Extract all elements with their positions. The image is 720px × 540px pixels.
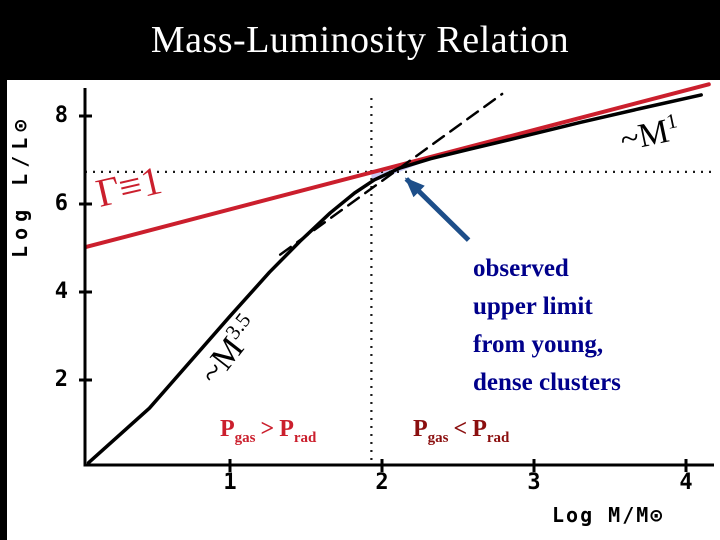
x-tick-label: 4 <box>679 470 693 495</box>
pgas-less-prad-label: Pgas < Prad <box>413 416 510 446</box>
x-tick-label: 1 <box>223 470 237 495</box>
x-tick-label: 2 <box>375 470 389 495</box>
left-edge-bar <box>0 80 7 540</box>
slide-header: Mass-Luminosity Relation <box>0 0 720 80</box>
annotation-line: from young, <box>473 331 604 358</box>
annotation-line: dense clusters <box>473 369 621 396</box>
page-title: Mass-Luminosity Relation <box>150 19 570 61</box>
pgas-greater-prad-label: Pgas > Prad <box>220 416 317 446</box>
x-tick-label: 3 <box>527 470 541 495</box>
y-tick-label: 6 <box>54 191 68 216</box>
y-tick-label: 2 <box>54 367 68 392</box>
axes <box>83 88 714 467</box>
m35-extension-dashed <box>278 92 504 256</box>
pointer-arrow <box>404 177 471 242</box>
mass-luminosity-curve <box>86 93 703 465</box>
y-axis-label: Log L/L⊙ <box>8 113 32 258</box>
observed-upper-limit-annotation: observed upper limit from young, dense c… <box>473 250 621 402</box>
gamma-equals-1-line <box>83 82 711 250</box>
annotation-line: upper limit <box>473 293 593 320</box>
y-tick-label: 8 <box>54 103 68 128</box>
annotation-line: observed <box>473 255 569 282</box>
chart-canvas <box>79 82 714 472</box>
y-tick-label: 4 <box>54 279 68 304</box>
x-axis-label: Log M/M⊙ <box>552 503 665 527</box>
